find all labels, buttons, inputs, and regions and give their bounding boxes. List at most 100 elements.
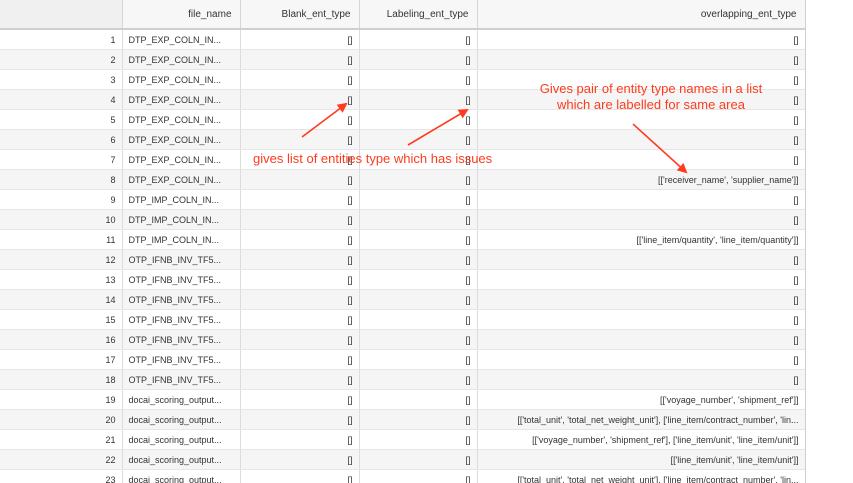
row-index[interactable]: 10 (0, 209, 123, 230)
cell-blank-ent-type[interactable]: [] (240, 289, 360, 310)
row-index[interactable]: 5 (0, 109, 123, 130)
cell-blank-ent-type[interactable]: [] (240, 89, 360, 110)
cell-labeling-ent-type[interactable]: [] (359, 289, 478, 310)
cell-overlapping-ent-type[interactable]: [] (477, 209, 805, 230)
row-index[interactable]: 11 (0, 229, 123, 250)
cell-file-name[interactable]: OTP_IFNB_INV_TF5... (122, 329, 241, 350)
cell-overlapping-ent-type[interactable]: [] (477, 69, 805, 90)
row-index[interactable]: 13 (0, 269, 123, 290)
table-row[interactable]: 13 OTP_IFNB_INV_TF5...[][][] (0, 269, 805, 290)
cell-overlapping-ent-type[interactable]: [] (477, 349, 805, 370)
row-index[interactable]: 7 (0, 149, 123, 170)
row-index[interactable]: 8 (0, 169, 123, 190)
row-index[interactable]: 6 (0, 129, 123, 150)
cell-labeling-ent-type[interactable]: [] (359, 209, 478, 230)
cell-overlapping-ent-type[interactable]: [] (477, 289, 805, 310)
cell-file-name[interactable]: DTP_EXP_COLN_IN... (122, 89, 241, 110)
cell-blank-ent-type[interactable]: [] (240, 269, 360, 290)
cell-file-name[interactable]: DTP_EXP_COLN_IN... (122, 29, 241, 50)
table-row[interactable]: 11 DTP_IMP_COLN_IN...[][] [['line_item/qua… (0, 229, 805, 250)
cell-file-name[interactable]: DTP_EXP_COLN_IN... (122, 109, 241, 130)
table-row[interactable]: 21 docai_scoring_output...[][] [['voyage_n… (0, 429, 805, 450)
cell-file-name[interactable]: OTP_IFNB_INV_TF5... (122, 349, 241, 370)
cell-blank-ent-type[interactable]: [] (240, 469, 360, 483)
cell-file-name[interactable]: DTP_EXP_COLN_IN... (122, 49, 241, 70)
column-header-blank-ent-type[interactable]: Blank_ent_type (240, 0, 360, 30)
cell-blank-ent-type[interactable]: [] (240, 409, 360, 430)
cell-overlapping-ent-type[interactable]: [] (477, 269, 805, 290)
cell-labeling-ent-type[interactable]: [] (359, 89, 478, 110)
cell-overlapping-ent-type[interactable]: [] (477, 89, 805, 110)
cell-labeling-ent-type[interactable]: [] (359, 109, 478, 130)
row-index[interactable]: 17 (0, 349, 123, 370)
cell-overlapping-ent-type[interactable]: [] (477, 129, 805, 150)
table-row[interactable]: 14 OTP_IFNB_INV_TF5...[][][] (0, 289, 805, 310)
row-index[interactable]: 23 (0, 469, 123, 483)
cell-blank-ent-type[interactable]: [] (240, 69, 360, 90)
cell-labeling-ent-type[interactable]: [] (359, 389, 478, 410)
cell-labeling-ent-type[interactable]: [] (359, 349, 478, 370)
cell-overlapping-ent-type[interactable]: [] (477, 49, 805, 70)
table-row[interactable]: 18 OTP_IFNB_INV_TF5...[][][] (0, 369, 805, 390)
cell-labeling-ent-type[interactable]: [] (359, 149, 478, 170)
table-row[interactable]: 3 DTP_EXP_COLN_IN...[][][] (0, 69, 805, 90)
table-row[interactable]: 17 OTP_IFNB_INV_TF5...[][][] (0, 349, 805, 370)
row-index[interactable]: 16 (0, 329, 123, 350)
cell-file-name[interactable]: OTP_IFNB_INV_TF5... (122, 309, 241, 330)
cell-file-name[interactable]: DTP_IMP_COLN_IN... (122, 209, 241, 230)
table-row[interactable]: 12 OTP_IFNB_INV_TF5...[][][] (0, 249, 805, 270)
cell-labeling-ent-type[interactable]: [] (359, 269, 478, 290)
cell-blank-ent-type[interactable]: [] (240, 309, 360, 330)
cell-labeling-ent-type[interactable]: [] (359, 249, 478, 270)
cell-overlapping-ent-type[interactable]: [['voyage_number', 'shipment_ref']] (477, 389, 805, 410)
table-row[interactable]: 1 DTP_EXP_COLN_IN...[][][] (0, 29, 805, 50)
column-header-file-name[interactable]: file_name (122, 0, 241, 30)
cell-blank-ent-type[interactable]: [] (240, 249, 360, 270)
cell-blank-ent-type[interactable]: [] (240, 209, 360, 230)
cell-overlapping-ent-type[interactable]: [['total_unit', 'total_net_weight_unit']… (477, 409, 805, 430)
cell-file-name[interactable]: DTP_IMP_COLN_IN... (122, 189, 241, 210)
cell-blank-ent-type[interactable]: [] (240, 329, 360, 350)
cell-labeling-ent-type[interactable]: [] (359, 49, 478, 70)
cell-blank-ent-type[interactable]: [] (240, 189, 360, 210)
cell-overlapping-ent-type[interactable]: [] (477, 189, 805, 210)
cell-file-name[interactable]: DTP_EXP_COLN_IN... (122, 69, 241, 90)
cell-file-name[interactable]: OTP_IFNB_INV_TF5... (122, 369, 241, 390)
cell-blank-ent-type[interactable]: [] (240, 369, 360, 390)
table-row[interactable]: 8 DTP_EXP_COLN_IN...[][] [['receiver_name'… (0, 169, 805, 190)
cell-blank-ent-type[interactable]: [] (240, 109, 360, 130)
table-row[interactable]: 19 docai_scoring_output...[][] [['voyage_n… (0, 389, 805, 410)
cell-labeling-ent-type[interactable]: [] (359, 69, 478, 90)
table-row[interactable]: 9 DTP_IMP_COLN_IN...[][][] (0, 189, 805, 210)
cell-overlapping-ent-type[interactable]: [] (477, 309, 805, 330)
cell-overlapping-ent-type[interactable]: [['line_item/unit', 'line_item/unit']] (477, 449, 805, 470)
table-row[interactable]: 10 DTP_IMP_COLN_IN...[][][] (0, 209, 805, 230)
cell-file-name[interactable]: DTP_EXP_COLN_IN... (122, 129, 241, 150)
cell-file-name[interactable]: DTP_EXP_COLN_IN... (122, 169, 241, 190)
cell-file-name[interactable]: DTP_IMP_COLN_IN... (122, 229, 241, 250)
cell-blank-ent-type[interactable]: [] (240, 149, 360, 170)
table-row[interactable]: 20 docai_scoring_output...[][] [['total_un… (0, 409, 805, 430)
cell-labeling-ent-type[interactable]: [] (359, 429, 478, 450)
cell-file-name[interactable]: docai_scoring_output... (122, 429, 241, 450)
table-row[interactable]: 6 DTP_EXP_COLN_IN...[][][] (0, 129, 805, 150)
cell-blank-ent-type[interactable]: [] (240, 129, 360, 150)
row-index[interactable]: 2 (0, 49, 123, 70)
cell-blank-ent-type[interactable]: [] (240, 349, 360, 370)
cell-overlapping-ent-type[interactable]: [['voyage_number', 'shipment_ref'], ['li… (477, 429, 805, 450)
cell-labeling-ent-type[interactable]: [] (359, 409, 478, 430)
cell-file-name[interactable]: docai_scoring_output... (122, 389, 241, 410)
row-index[interactable]: 1 (0, 29, 123, 50)
row-index[interactable]: 21 (0, 429, 123, 450)
cell-overlapping-ent-type[interactable]: [] (477, 329, 805, 350)
cell-labeling-ent-type[interactable]: [] (359, 129, 478, 150)
column-header-overlapping-ent-type[interactable]: overlapping_ent_type (477, 0, 805, 30)
cell-labeling-ent-type[interactable]: [] (359, 29, 478, 50)
cell-overlapping-ent-type[interactable]: [] (477, 369, 805, 390)
cell-blank-ent-type[interactable]: [] (240, 49, 360, 70)
table-row[interactable]: 22 docai_scoring_output...[][] [['line_ite… (0, 449, 805, 470)
index-header[interactable] (0, 0, 123, 30)
cell-overlapping-ent-type[interactable]: [] (477, 149, 805, 170)
cell-file-name[interactable]: docai_scoring_output... (122, 409, 241, 430)
cell-labeling-ent-type[interactable]: [] (359, 309, 478, 330)
